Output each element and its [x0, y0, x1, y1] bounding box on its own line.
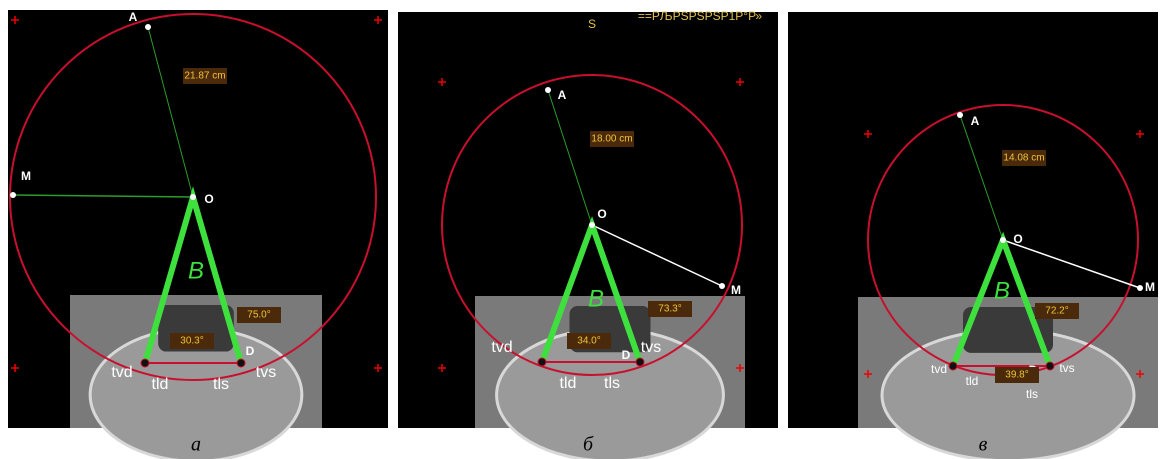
tls-label: tls [604, 375, 620, 392]
point [1000, 237, 1006, 243]
caption-label: б [583, 434, 594, 456]
D-label: D [246, 344, 255, 358]
tvs-label: tvs [1059, 361, 1074, 375]
point [545, 87, 551, 93]
angle-inner-label: 34.0° [577, 336, 600, 347]
angle-inner-label: 39.8° [1005, 370, 1028, 381]
tvd-label: tvd [111, 364, 132, 381]
tvd-label: tvd [491, 339, 512, 356]
radius-label: 21.87 cm [184, 71, 225, 82]
O-label: O [204, 192, 213, 206]
point [145, 24, 151, 30]
point [538, 358, 546, 366]
point [589, 222, 595, 228]
panel: S ==РЉРЅРЅРЅР1Р°Р» A M O D 18.00 cm 73.3° 34.0° B… [398, 9, 778, 459]
A-label: A [129, 10, 138, 24]
beta-label: B [994, 277, 1010, 304]
O-label: O [597, 207, 606, 221]
M-label: M [731, 283, 741, 297]
angle-outer-label: 73.3° [658, 304, 681, 315]
header-label: S [588, 17, 596, 31]
tld-label: tld [560, 375, 577, 392]
tld-label: tld [966, 374, 979, 388]
point [719, 283, 725, 289]
tls-label: tls [1026, 387, 1038, 401]
beta-label: B [588, 285, 604, 312]
M-label: M [1145, 280, 1155, 294]
angle-outer-label: 75.0° [247, 310, 270, 321]
radius-label: 18.00 cm [591, 134, 632, 145]
M-label: M [21, 169, 31, 183]
point [10, 192, 16, 198]
point [190, 194, 196, 200]
point [1046, 362, 1054, 370]
tvs-label: tvs [256, 364, 276, 381]
beta-label: B [188, 257, 204, 284]
D-label: D [622, 348, 631, 362]
caption-label: в [979, 434, 988, 456]
tls-label: tls [213, 376, 229, 393]
angle-outer-label: 72.2° [1045, 306, 1068, 317]
tvs-label: tvs [641, 339, 661, 356]
tvd-label: tvd [931, 362, 947, 376]
angle-inner-label: 30.3° [180, 336, 203, 347]
point [1137, 285, 1143, 291]
figure: A M O D 21.87 cm 75.0° 30.3° Btvd tld tls tvs а S ==Р… [0, 0, 1163, 459]
A-label: A [971, 114, 980, 128]
point [949, 362, 957, 370]
A-label: A [558, 88, 567, 102]
point [141, 359, 149, 367]
header-note-label: ==РЉРЅРЅРЅР1Р°Р» [638, 9, 763, 23]
point [957, 112, 963, 118]
point [237, 359, 245, 367]
caption-label: а [191, 434, 201, 456]
O-label: O [1013, 232, 1022, 246]
radius-label: 14.08 cm [1003, 153, 1044, 164]
tld-label: tld [152, 376, 169, 393]
point [636, 358, 644, 366]
